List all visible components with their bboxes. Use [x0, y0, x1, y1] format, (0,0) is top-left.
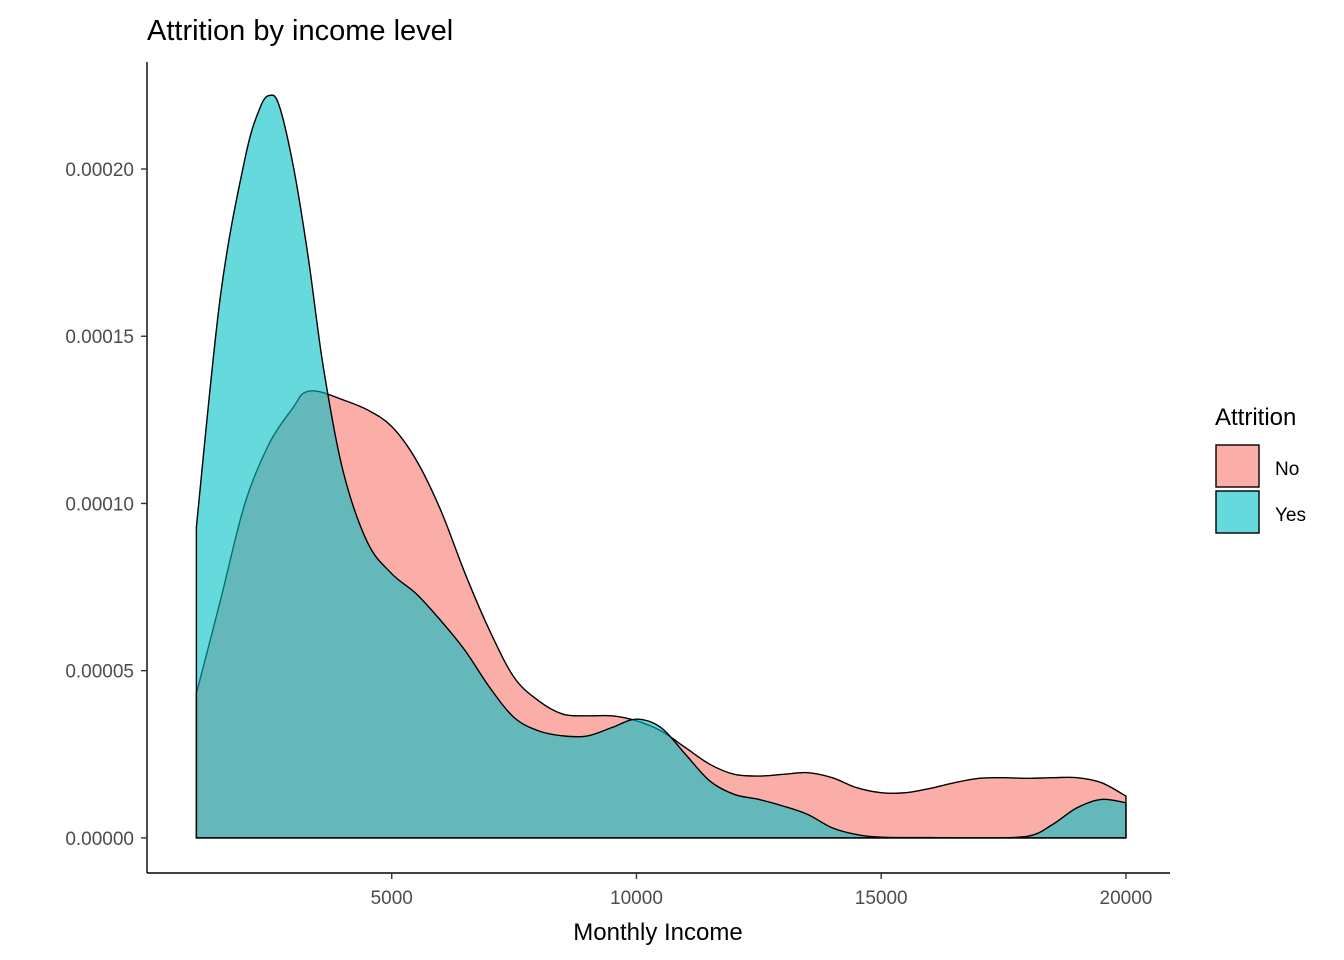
- legend-title: Attrition: [1215, 404, 1296, 431]
- y-tick-label: 0.00010: [65, 494, 134, 515]
- legend-label-yes: Yes: [1275, 505, 1306, 526]
- x-tick-label: 5000: [371, 888, 413, 909]
- density-area-yes: [195, 94, 1127, 839]
- chart-title: Attrition by income level: [147, 15, 453, 47]
- legend-key-no: [1215, 444, 1260, 488]
- x-tick-label: 20000: [1100, 888, 1153, 909]
- y-tick-label: 0.00015: [65, 327, 134, 348]
- x-tick-label: 10000: [610, 888, 663, 909]
- legend-label-no: No: [1275, 459, 1299, 480]
- y-tick-label: 0.00000: [65, 829, 134, 850]
- x-axis-title: Monthly Income: [573, 919, 742, 946]
- plot-areas: [195, 94, 1127, 839]
- legend-key-yes: [1215, 490, 1260, 534]
- y-tick-label: 0.00020: [65, 160, 134, 181]
- legend: Attrition No Yes: [1215, 404, 1306, 534]
- y-tick-label: 0.00005: [65, 662, 134, 683]
- x-tick-label: 15000: [855, 888, 908, 909]
- axes: 0.00000 0.00005 0.00010 0.00015 0.00020 5000 1…: [65, 62, 1170, 909]
